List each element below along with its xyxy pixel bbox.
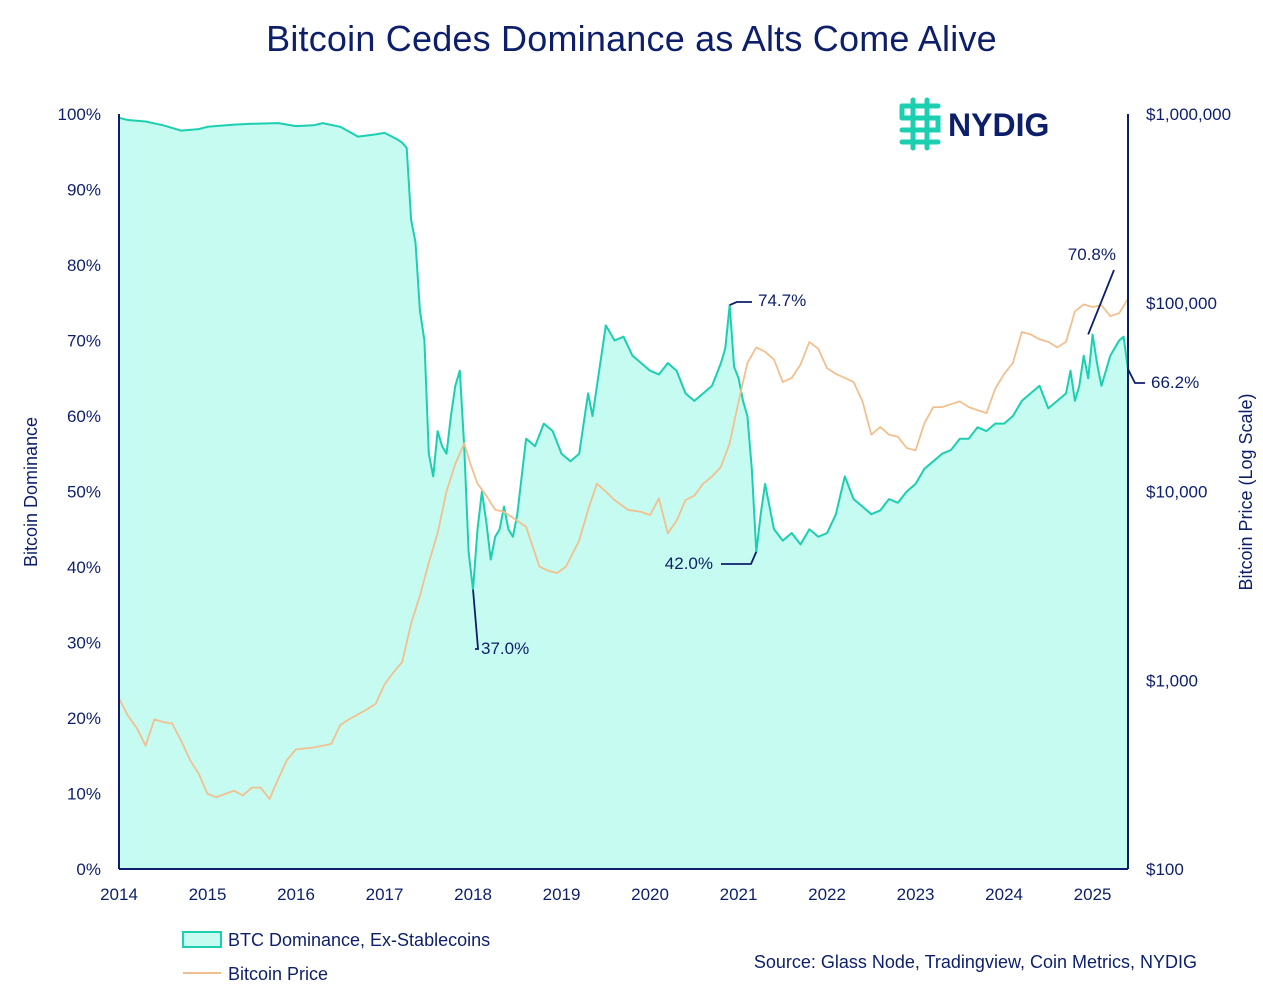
y-left-tick-label: 40% [67, 558, 101, 577]
chart-title: Bitcoin Cedes Dominance as Alts Come Ali… [266, 18, 997, 59]
y-right-axis-title: Bitcoin Price (Log Scale) [1236, 393, 1256, 590]
y-right-tick-label: $100 [1146, 860, 1184, 879]
x-tick-label: 2014 [100, 885, 138, 904]
annotation-leader-line [1087, 269, 1115, 335]
y-left-tick-label: 70% [67, 332, 101, 351]
annotation-leader-line [472, 589, 480, 650]
y-left-tick-label: 50% [67, 483, 101, 502]
x-tick-label: 2016 [277, 885, 315, 904]
annotation-label: 42.0% [665, 554, 713, 573]
x-tick-label: 2024 [985, 885, 1023, 904]
y-right-tick-label: $1,000 [1146, 671, 1198, 690]
y-right-tick-label: $1,000,000 [1146, 105, 1231, 124]
annotation-leader-line [729, 301, 752, 306]
y-right-tick-label: $100,000 [1146, 294, 1217, 313]
y-left-tick-label: 10% [67, 785, 101, 804]
x-tick-label: 2022 [808, 885, 846, 904]
x-tick-label: 2025 [1074, 885, 1112, 904]
x-tick-label: 2023 [897, 885, 935, 904]
y-left-tick-label: 30% [67, 634, 101, 653]
annotation-leader-line [721, 551, 758, 565]
annotation-label: 66.2% [1151, 373, 1199, 392]
x-tick-label: 2018 [454, 885, 492, 904]
annotation-label: 70.8% [1068, 245, 1116, 264]
annotation-leader-line [1127, 368, 1145, 384]
bitcoin-price-line [118, 298, 1129, 800]
dominance-line [118, 116, 1129, 591]
annotation-label: 74.7% [758, 291, 806, 310]
y-left-axis-title: Bitcoin Dominance [21, 417, 41, 567]
annotation-label: 37.0% [481, 639, 529, 658]
source-note: Source: Glass Node, Tradingview, Coin Me… [754, 952, 1197, 972]
y-right-tick-label: $10,000 [1146, 483, 1207, 502]
y-left-tick-label: 0% [76, 860, 101, 879]
x-tick-label: 2019 [543, 885, 581, 904]
y-left-tick-label: 90% [67, 181, 101, 200]
legend: BTC Dominance, Ex-Stablecoins Bitcoin Pr… [182, 930, 490, 984]
legend-swatch-dominance [182, 931, 222, 948]
legend-label-price: Bitcoin Price [228, 964, 328, 984]
x-tick-label: 2021 [720, 885, 758, 904]
y-left-tick-label: 100% [58, 105, 101, 124]
dominance-area [119, 117, 1128, 870]
nydig-logo-text: NYDIG [948, 107, 1049, 143]
y-left-tick-label: 60% [67, 407, 101, 426]
y-left-tick-label: 80% [67, 256, 101, 275]
x-tick-label: 2017 [366, 885, 404, 904]
x-tick-label: 2020 [631, 885, 669, 904]
legend-label-dominance: BTC Dominance, Ex-Stablecoins [228, 930, 490, 950]
nydig-logo: NYDIG [899, 97, 1049, 151]
nydig-logo-icon [899, 97, 941, 151]
y-left-tick-label: 20% [67, 709, 101, 728]
x-tick-label: 2015 [189, 885, 227, 904]
